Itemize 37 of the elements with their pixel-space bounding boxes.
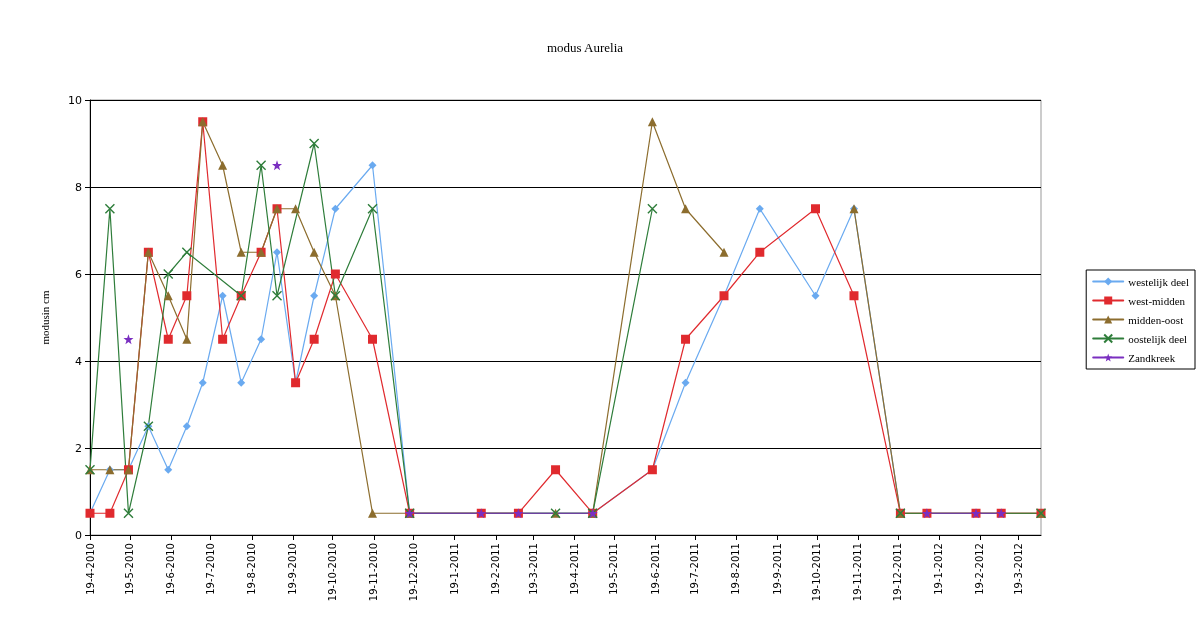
x-tick-label: 19-11-2010: [368, 543, 380, 602]
y-tick-label: 6: [75, 267, 82, 281]
x-tick-label: 19-4-2011: [568, 543, 580, 595]
y-tick-label: 4: [75, 354, 82, 368]
x-tick-label: 19-12-2010: [408, 543, 420, 602]
x-tick-label: 19-2-2011: [490, 543, 502, 595]
legend-label: westelijk deel: [1128, 275, 1190, 288]
legend-label: Zandkreek: [1128, 351, 1176, 364]
x-tick-label: 19-9-2010: [287, 543, 299, 595]
x-tick-label: 19-7-2011: [689, 543, 701, 595]
x-tick-label: 19-1-2012: [933, 543, 945, 595]
legend-label: west-midden: [1128, 294, 1186, 307]
x-tick-label: 19-10-2011: [811, 543, 823, 602]
x-tick-label: 19-12-2011: [892, 543, 904, 602]
y-tick-label: 0: [75, 528, 82, 542]
x-tick-label: 19-8-2011: [730, 543, 742, 595]
x-tick-label: 19-10-2010: [327, 543, 339, 602]
x-tick-label: 19-9-2011: [771, 543, 783, 595]
x-tick-label: 19-8-2010: [246, 543, 258, 595]
x-tick-label: 19-2-2012: [974, 543, 986, 595]
y-tick-label: 8: [75, 180, 82, 194]
y-tick-label: 2: [75, 441, 82, 455]
x-tick-label: 19-7-2010: [205, 543, 217, 595]
legend-label: midden-oost: [1128, 313, 1184, 326]
x-tick-label: 19-4-2010: [84, 543, 96, 595]
x-tick-label: 19-5-2010: [124, 543, 136, 595]
x-tick-label: 19-1-2011: [449, 543, 461, 595]
x-tick-label: 19-6-2010: [165, 543, 177, 595]
y-tick-label: 10: [68, 93, 82, 107]
x-tick-label: 19-3-2011: [527, 543, 539, 595]
x-tick-label: 19-6-2011: [649, 543, 661, 595]
x-tick-label: 19-11-2011: [852, 543, 864, 602]
legend-label: oostelijk deel: [1128, 332, 1188, 345]
x-tick-label: 19-3-2012: [1012, 543, 1024, 595]
chart-title: modus Aurelia: [546, 40, 624, 55]
y-axis-title: modusin cm: [38, 290, 51, 345]
x-tick-label: 19-5-2011: [608, 543, 620, 595]
